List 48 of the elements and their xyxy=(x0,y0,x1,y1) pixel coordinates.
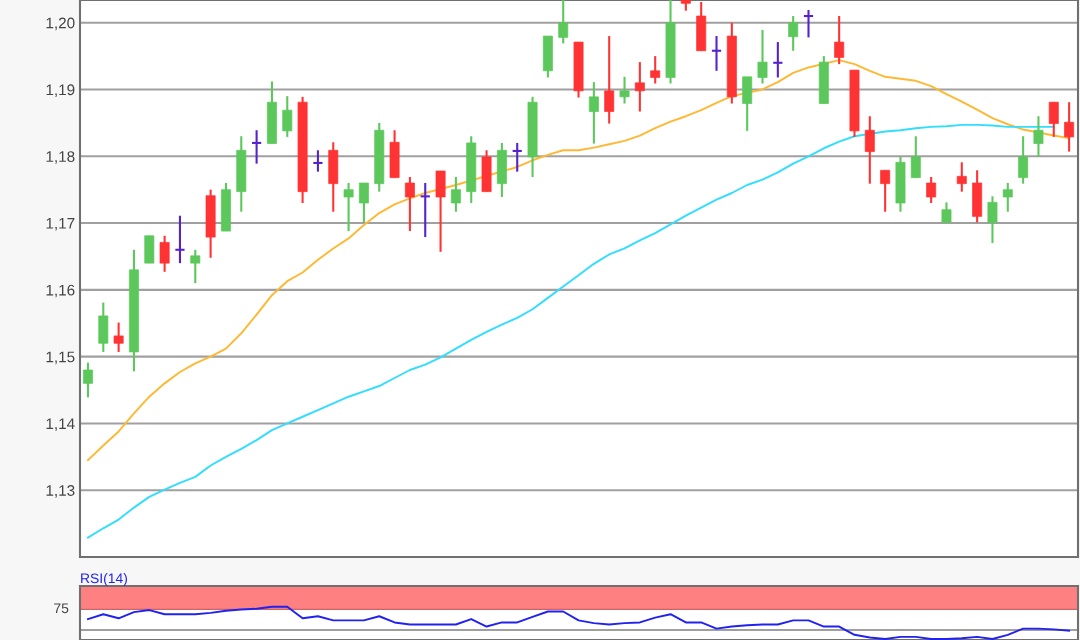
candlestick xyxy=(650,55,661,85)
candlestick xyxy=(250,129,263,165)
candlestick xyxy=(312,149,324,173)
candlestick xyxy=(757,29,768,85)
candlestick xyxy=(604,35,615,125)
candlestick xyxy=(941,201,952,224)
candlestick xyxy=(83,361,93,399)
candlestick xyxy=(788,14,799,52)
candlestick xyxy=(864,115,875,185)
candlestick xyxy=(588,81,599,145)
candlestick xyxy=(1033,115,1044,158)
candlestick xyxy=(511,141,523,173)
y-tick-label: 1,13 xyxy=(46,485,75,498)
candlestick xyxy=(1018,135,1029,185)
chart-title: RSI(14) xyxy=(81,573,127,586)
candlestick xyxy=(880,169,891,213)
text: 75 xyxy=(54,603,69,614)
candlestick xyxy=(1002,181,1013,213)
candlestick xyxy=(1048,101,1059,138)
candlestick xyxy=(802,8,815,39)
y-tick-label: 1,16 xyxy=(46,284,75,298)
y-tick-label: 1,19 xyxy=(46,84,75,97)
candlestick xyxy=(910,135,921,179)
y-tick-label: 1,15 xyxy=(46,351,75,365)
candlestick xyxy=(190,248,201,285)
candlestick xyxy=(956,161,967,193)
candlestick xyxy=(358,181,369,224)
candlestick xyxy=(619,75,630,105)
candlestick xyxy=(558,0,569,45)
candlestick xyxy=(282,95,293,138)
candlestick xyxy=(419,181,431,239)
y-tick-label: 1,17 xyxy=(46,218,75,231)
candlestick xyxy=(404,175,415,233)
candlestick xyxy=(772,41,784,79)
y-tick-label: 1,18 xyxy=(46,151,75,164)
candlestick xyxy=(634,61,645,113)
candlestick xyxy=(159,234,170,273)
y-tick-label: 1,20 xyxy=(46,17,75,31)
candlestick xyxy=(113,321,124,354)
candlestick xyxy=(834,14,845,66)
candlestick xyxy=(926,175,937,205)
y-tick-label: 1,14 xyxy=(46,418,75,431)
candlestick xyxy=(1064,101,1075,153)
candlestick xyxy=(343,181,354,233)
candlestick xyxy=(450,175,461,213)
candlestick xyxy=(987,195,998,245)
candlestick xyxy=(710,35,723,72)
candlestick xyxy=(174,214,186,265)
